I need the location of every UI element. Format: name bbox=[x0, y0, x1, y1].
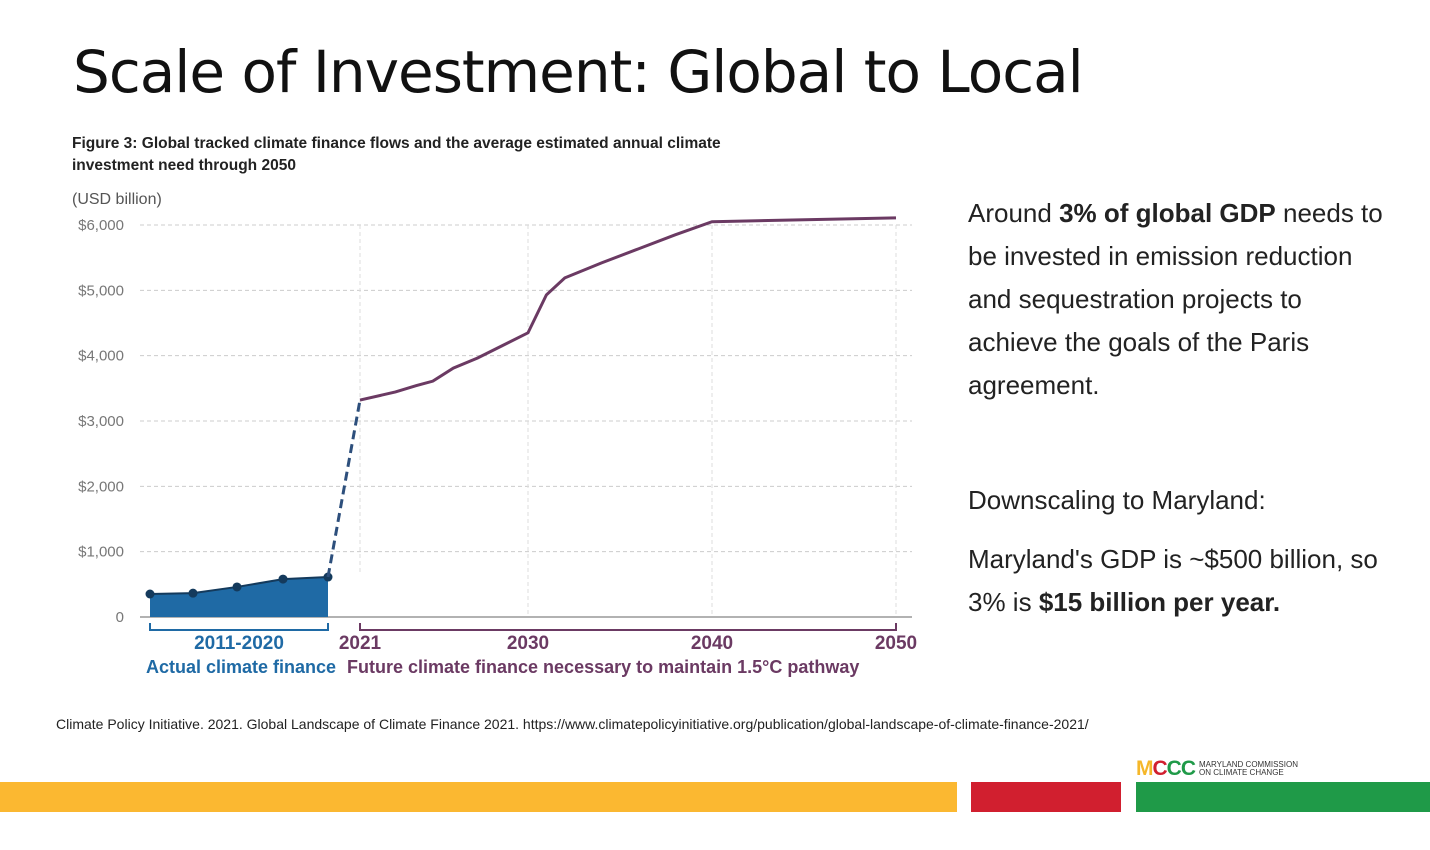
bold-text: 3% of global GDP bbox=[1059, 198, 1276, 228]
maryland-paragraph: Maryland's GDP is ~$500 billion, so 3% i… bbox=[968, 538, 1398, 624]
actual-point bbox=[188, 588, 198, 598]
y-tick-label: 0 bbox=[116, 609, 124, 626]
chart: (USD billion) 0 $1,000 $2,000 $3,000 $4,000 $5… bbox=[72, 191, 917, 677]
y-tick-label: $5,000 bbox=[78, 282, 124, 299]
actual-area bbox=[150, 577, 328, 617]
y-tick-label: $2,000 bbox=[78, 478, 124, 495]
x-tick-label: 2040 bbox=[691, 633, 733, 654]
y-tick-label: $3,000 bbox=[78, 413, 124, 430]
page-title: Scale of Investment: Global to Local bbox=[73, 38, 1084, 106]
actual-point bbox=[145, 589, 155, 599]
legend-actual: Actual climate finance bbox=[146, 657, 336, 677]
y-axis-label: (USD billion) bbox=[72, 191, 162, 208]
logo-line2: ON CLIMATE CHANGE bbox=[1199, 768, 1284, 777]
logo-line1: MARYLAND COMMISSION bbox=[1199, 760, 1298, 769]
figure-caption: Figure 3: Global tracked climate finance… bbox=[72, 135, 721, 174]
footer-bar-green bbox=[1136, 782, 1430, 812]
x-tick-label: 2050 bbox=[875, 633, 917, 654]
logo-mark: MCCC bbox=[1136, 757, 1196, 780]
y-tick-label: $6,000 bbox=[78, 217, 124, 234]
actual-point bbox=[232, 582, 242, 592]
text: Maryland's GDP is ~$500 billion, so 3% i… bbox=[968, 544, 1378, 617]
text: needs to be invested in emission reducti… bbox=[968, 198, 1383, 400]
actual-bracket bbox=[149, 623, 329, 631]
legend-future: Future climate finance necessary to main… bbox=[347, 657, 859, 677]
y-tick-label: $1,000 bbox=[78, 544, 124, 561]
source-citation: Climate Policy Initiative. 2021. Global … bbox=[56, 716, 1089, 732]
y-tick-label: $4,000 bbox=[78, 348, 124, 365]
actual-point bbox=[278, 574, 288, 584]
footer-bar-yellow bbox=[0, 782, 957, 812]
bold-text: $15 billion per year. bbox=[1038, 587, 1281, 617]
mccc-logo: MCCC MARYLAND COMMISSION ON CLIMATE CHANG… bbox=[1136, 757, 1298, 781]
transition-dashed-line bbox=[326, 399, 362, 578]
x-tick-label: 2021 bbox=[339, 633, 382, 654]
future-line bbox=[359, 216, 897, 402]
x-tick-label: 2030 bbox=[507, 633, 549, 654]
actual-period-label: 2011-2020 bbox=[194, 633, 284, 654]
footer-bar-red bbox=[971, 782, 1121, 812]
downscaling-heading: Downscaling to Maryland: bbox=[968, 485, 1266, 515]
future-bracket bbox=[359, 623, 897, 631]
text: Around bbox=[968, 198, 1060, 228]
gdp-paragraph: Around 3% of global GDP needs to be inve… bbox=[968, 192, 1398, 407]
